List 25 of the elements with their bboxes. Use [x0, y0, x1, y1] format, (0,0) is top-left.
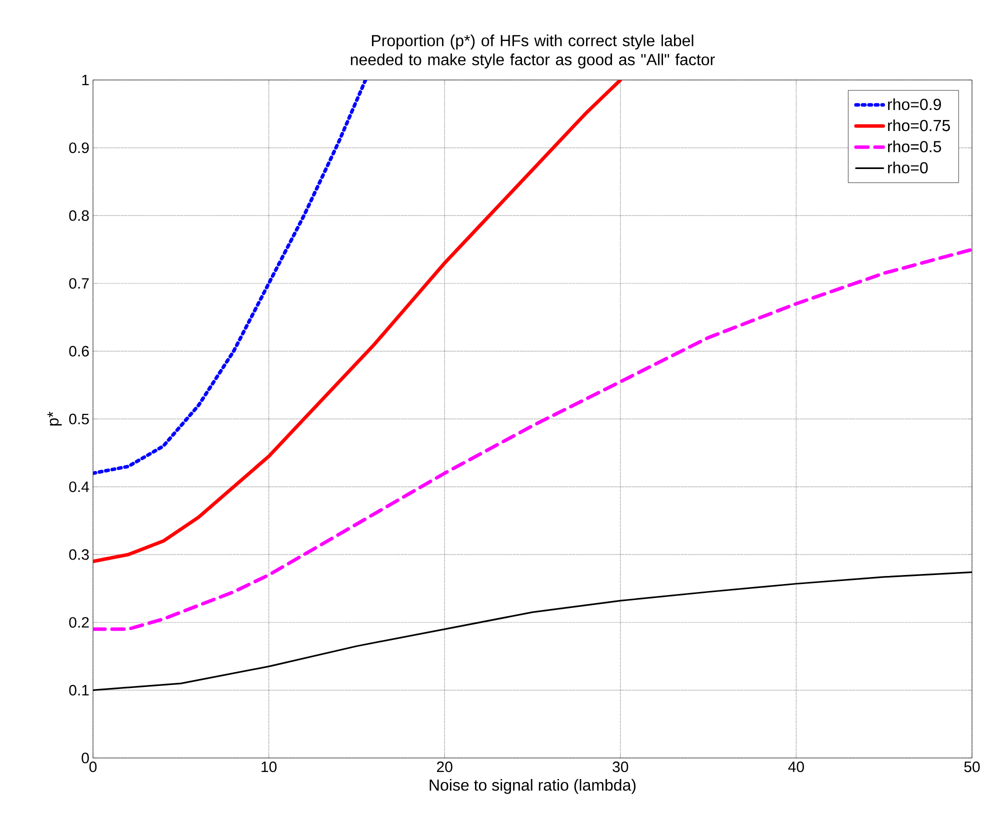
y-tick-label: 0.5 [69, 414, 89, 424]
legend-label: rho=0.9 [888, 98, 941, 110]
y-tick-label: 1 [82, 74, 89, 86]
x-tick-label: 20 [437, 762, 452, 772]
y-tick-label: 0.1 [69, 684, 89, 696]
y-axis-title: p* [47, 412, 62, 426]
x-tick-label: 30 [612, 762, 628, 772]
legend-label: rho=0.5 [888, 140, 942, 152]
legend-label: rho=0.75 [888, 119, 950, 132]
x-tick-label: 40 [788, 762, 804, 772]
line-series [93, 248, 972, 631]
x-tick-label: 50 [964, 762, 980, 772]
chart-title: Proportion (p*) of HFs with correct style label needed to make style factor as good as "All" factor [350, 34, 715, 68]
x-tick-label: 10 [262, 762, 277, 772]
y-tick-label: 0 [82, 752, 89, 764]
y-tick-label: 0.7 [69, 278, 89, 289]
x-tick-label: 0 [89, 762, 97, 772]
x-axis-title: Noise to signal ratio (lambda) [430, 779, 636, 794]
y-tick-label: 0.9 [69, 142, 89, 154]
y-tick-label: 0.4 [69, 481, 90, 492]
y-tick-label: 0.2 [69, 617, 89, 628]
y-tick-label: 0.6 [69, 346, 89, 356]
legend-label: rho=0 [888, 162, 928, 174]
y-tick-label: 0.8 [69, 210, 89, 221]
y-tick-label: 0.3 [69, 549, 89, 560]
